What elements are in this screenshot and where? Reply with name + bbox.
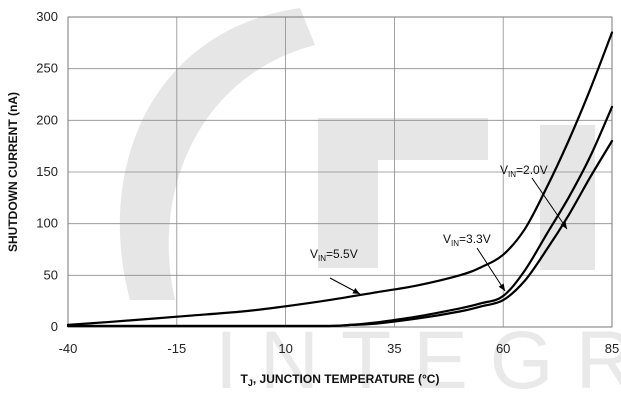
series-line-vin-3-3v [66, 139, 614, 328]
y-tick-label: 150 [36, 164, 58, 179]
x-tick-label: 35 [387, 341, 401, 356]
watermark: INTEGR [119, 8, 621, 394]
y-tick-label: 200 [36, 112, 58, 127]
annotation-vin-2-0v-arrowhead [560, 221, 567, 229]
annotation-vin-2-0v-leader-line [531, 177, 568, 230]
y-tick-label: 100 [36, 216, 58, 231]
x-axis-title-sub: J [248, 378, 253, 388]
annotation-vin-5-5v-rest: =5.5V [326, 247, 358, 261]
tick-labels: 0 50 100 150 200 250 300 -40 -15 10 35 60 85 [36, 9, 619, 356]
annotation-vin-5-5v-main: V [310, 247, 318, 261]
annotation-vin-3-3v-arrowhead [498, 283, 505, 291]
watermark-g-bar [318, 118, 488, 160]
annotation-vin-5-5v-arrowhead [352, 288, 360, 294]
annotation-vin-2-0v-rest: =2.0V [516, 163, 548, 177]
x-tick-label: -15 [167, 341, 186, 356]
x-axis-title: TJ, JUNCTION TEMPERATURE (°C) [241, 372, 440, 388]
x-tick-label: 60 [496, 341, 510, 356]
grid [67, 16, 613, 328]
x-tick-label: 85 [605, 341, 619, 356]
watermark-arc-shape [119, 8, 315, 300]
y-axis-title: SHUTDOWN CURRENT (nA) [6, 92, 20, 252]
y-tick-label: 300 [36, 9, 58, 24]
series-line-vin-5-5v [66, 31, 614, 326]
y-tick-label: 250 [36, 61, 58, 76]
annotation-vin-2-0v-sub: IN [508, 170, 516, 179]
annotation-vin-3-3v-main: V [443, 232, 451, 246]
x-tick-label: 10 [278, 341, 292, 356]
y-tick-label: 50 [44, 267, 58, 282]
x-axis-title-main: T [241, 372, 249, 386]
y-tick-label: 0 [51, 319, 58, 334]
annotation-vin-3-3v: VIN=3.3V [443, 232, 491, 248]
annotation-vin-5-5v-sub: IN [318, 254, 326, 263]
watermark-text: INTEGR [215, 315, 621, 394]
annotation-vin-3-3v-rest: =3.3V [459, 232, 491, 246]
x-axis-title-rest: , JUNCTION TEMPERATURE (°C) [253, 372, 440, 386]
annotation-vin-3-3v-leader-line [476, 247, 506, 292]
annotation-vin-3-3v-sub: IN [451, 239, 459, 248]
plot-frame [67, 16, 613, 328]
annotation-vin-5-5v: VIN=5.5V [310, 247, 358, 263]
series-lines [66, 31, 614, 328]
annotation-vin-2-0v-main: V [500, 163, 508, 177]
annotation-vin-2-0v: VIN=2.0V [500, 163, 548, 179]
x-tick-label: -40 [59, 341, 78, 356]
